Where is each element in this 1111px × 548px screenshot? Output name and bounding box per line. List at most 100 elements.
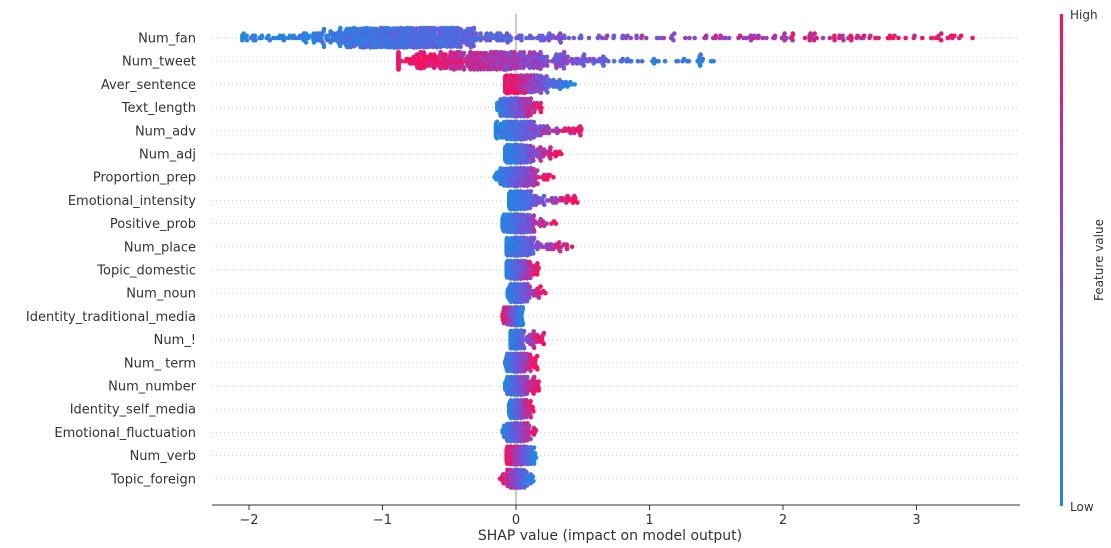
shap-point [527, 65, 533, 71]
shap-point [538, 49, 543, 55]
shap-point [896, 35, 901, 41]
shap-point [782, 31, 787, 36]
shap-point [541, 193, 547, 199]
shap-point [444, 65, 449, 71]
shap-point [579, 35, 584, 41]
shap-point [536, 295, 542, 300]
feature-label: Num_fan [138, 32, 196, 47]
shap-point [282, 35, 288, 41]
shap-point [488, 31, 494, 36]
shap-point [726, 35, 732, 41]
shap-point [606, 58, 611, 64]
shap-point [892, 33, 897, 39]
shap-point [820, 35, 826, 41]
shap-point [544, 74, 549, 79]
shap-point [790, 37, 795, 43]
shap-point [929, 35, 935, 41]
shap-point [531, 229, 537, 234]
shap-point [461, 67, 467, 72]
shap-point [827, 35, 833, 41]
shap-point [686, 58, 692, 64]
shap-point [504, 67, 510, 72]
shap-point [579, 126, 584, 131]
shap-point [399, 58, 405, 64]
shap-point [421, 65, 427, 71]
shap-point [554, 52, 559, 57]
shap-point [538, 109, 544, 115]
shap-point [656, 58, 661, 64]
shap-point [698, 52, 703, 57]
shap-point [541, 341, 546, 347]
shap-point [534, 353, 540, 359]
shap-point [458, 44, 463, 50]
shap-point [565, 54, 570, 60]
shap-point [681, 56, 687, 62]
shap-point [559, 151, 564, 157]
shap-point [661, 35, 666, 41]
shap-point [692, 35, 697, 41]
shap-point [687, 35, 692, 41]
shap-point [534, 272, 540, 277]
shap-point [744, 35, 749, 41]
shap-point [517, 65, 523, 71]
shap-point [802, 35, 808, 41]
shap-point [840, 33, 845, 39]
feature-label: Topic_domestic [96, 264, 196, 279]
shap-point [578, 132, 583, 138]
shap-point [337, 43, 343, 49]
shap-point [748, 33, 754, 39]
shap-point [723, 35, 728, 41]
shap-point [812, 31, 817, 36]
shap-point [508, 35, 514, 41]
shap-point [530, 145, 536, 150]
shap-point [528, 112, 533, 118]
shap-point [528, 275, 533, 281]
shap-point [521, 328, 527, 334]
shap-point [471, 43, 476, 49]
shap-point [518, 50, 523, 55]
shap-point [718, 33, 723, 39]
shap-point [473, 31, 479, 36]
shap-point [519, 37, 524, 43]
shap-point [544, 221, 549, 226]
shap-point [538, 158, 544, 163]
shap-point [625, 33, 630, 39]
shap-point [252, 33, 258, 39]
shap-points [240, 25, 975, 491]
shap-point [751, 33, 757, 39]
shap-point [527, 284, 532, 289]
shap-point [548, 145, 553, 150]
shap-point [737, 33, 743, 39]
shap-point [303, 40, 309, 45]
shap-point [528, 189, 534, 194]
shap-point [741, 35, 746, 41]
shap-point [539, 105, 544, 110]
shap-point [581, 63, 586, 68]
shap-point [541, 202, 547, 208]
shap-point [814, 35, 819, 41]
shap-point [553, 221, 559, 226]
feature-label: Positive_prob [110, 217, 196, 232]
shap-point [538, 66, 543, 71]
shap-point [697, 63, 703, 68]
shap-point [575, 200, 580, 205]
feature-label: Num_adj [139, 148, 196, 163]
shap-point [253, 37, 258, 43]
shap-point [543, 290, 548, 296]
shap-point [530, 251, 536, 256]
shap-point [535, 168, 540, 173]
shap-point [531, 213, 536, 218]
shap-point [540, 33, 545, 39]
shap-point [483, 50, 489, 56]
shap-point [903, 35, 908, 41]
shap-point [586, 35, 592, 41]
shap-point [494, 119, 500, 125]
feature-label: Num_noun [126, 287, 196, 302]
shap-point [572, 82, 577, 87]
shap-point [521, 65, 526, 71]
feature-label: Emotional_fluctuation [54, 426, 196, 441]
shap-point [528, 96, 534, 101]
shap-point [604, 33, 610, 39]
shap-point [531, 119, 537, 125]
